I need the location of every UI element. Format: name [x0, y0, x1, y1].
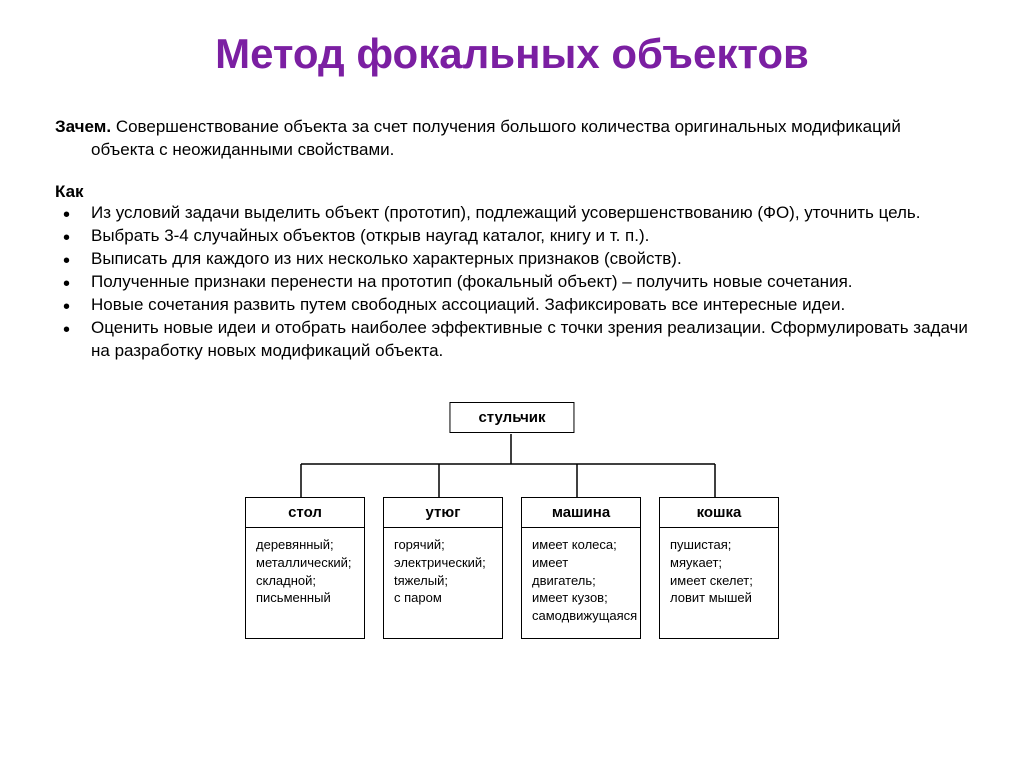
child-header: кошка: [660, 498, 778, 528]
why-label: Зачем.: [55, 117, 111, 136]
list-item: Выбрать 3-4 случайных объектов (открыв н…: [55, 225, 969, 248]
child-header: утюг: [384, 498, 502, 528]
child-body: горячий;электрический;tяжелый;с паром: [384, 528, 502, 638]
list-item: Оценить новые идеи и отобрать наиболее э…: [55, 317, 969, 363]
list-item: Выписать для каждого из них несколько ха…: [55, 248, 969, 271]
how-section: Как Из условий задачи выделить объект (п…: [55, 182, 969, 363]
diagram-root-node: стульчик: [449, 402, 574, 433]
diagram-container: стульчик стол деревянный;металлический;с…: [55, 402, 969, 702]
why-text-2: объекта с неожиданными свойствами.: [55, 140, 394, 159]
list-item: Из условий задачи выделить объект (прото…: [55, 202, 969, 225]
child-header: стол: [246, 498, 364, 528]
why-section: Зачем. Совершенствование объекта за счет…: [55, 116, 969, 162]
diagram-child-node: стол деревянный;металлический;складной;п…: [245, 497, 365, 639]
child-body: имеет колеса;имеет двигатель;имеет кузов…: [522, 528, 640, 638]
child-body: деревянный;металлический;складной;письме…: [246, 528, 364, 638]
how-label: Как: [55, 182, 84, 201]
diagram-child-node: утюг горячий;электрический;tяжелый;с пар…: [383, 497, 503, 639]
why-text-1: Совершенствование объекта за счет получе…: [111, 117, 901, 136]
diagram-children: стол деревянный;металлический;складной;п…: [245, 497, 779, 639]
page-title: Метод фокальных объектов: [55, 30, 969, 78]
list-item: Полученные признаки перенести на прототи…: [55, 271, 969, 294]
diagram-child-node: машина имеет колеса;имеет двигатель;имее…: [521, 497, 641, 639]
how-list: Из условий задачи выделить объект (прото…: [55, 202, 969, 363]
list-item: Новые сочетания развить путем свободных …: [55, 294, 969, 317]
child-body: пушистая;мяукает;имеет скелет;ловит мыше…: [660, 528, 778, 638]
diagram-child-node: кошка пушистая;мяукает;имеет скелет;лови…: [659, 497, 779, 639]
child-header: машина: [522, 498, 640, 528]
